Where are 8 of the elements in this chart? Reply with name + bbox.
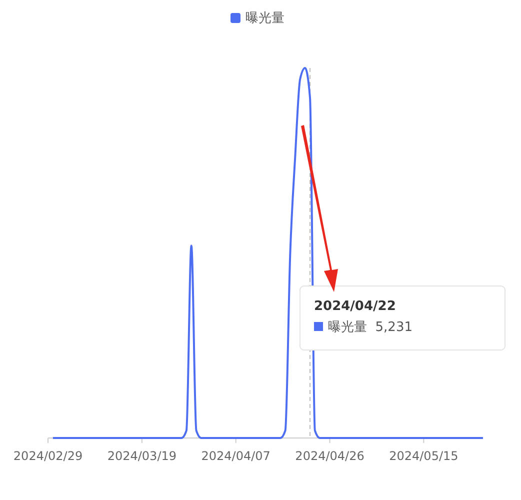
x-tick-label: 2024/04/07: [201, 449, 270, 463]
x-tick-label: 2024/05/15: [389, 449, 458, 463]
x-tick-label: 2024/04/26: [295, 449, 364, 463]
x-tick-label: 2024/03/19: [107, 449, 177, 463]
annotation: 曝光量 5,231: [328, 320, 412, 335]
x-tick-label: 2024/02/29: [13, 449, 83, 463]
legend-label: 曝光量: [246, 11, 284, 26]
annotation: 2024/04/22: [314, 299, 396, 314]
